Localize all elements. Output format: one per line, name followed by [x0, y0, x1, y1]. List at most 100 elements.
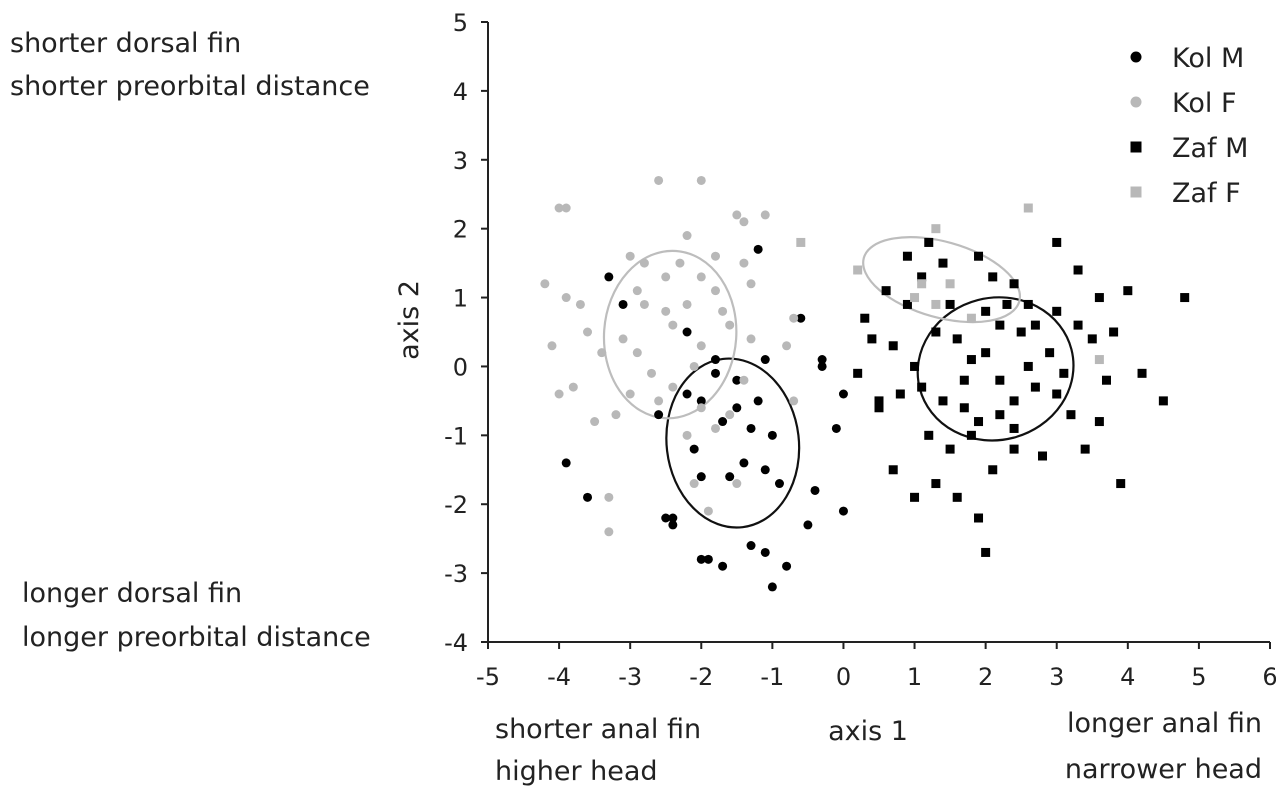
point-kol-m	[767, 430, 777, 440]
point-kol-f	[568, 382, 578, 392]
annotation-bottom-left-1: longer dorsal fin	[22, 578, 242, 609]
point-kol-f	[746, 279, 756, 289]
point-kol-m	[725, 472, 735, 482]
point-kol-m	[753, 244, 763, 254]
point-kol-f	[661, 272, 671, 282]
point-kol-f	[597, 348, 607, 358]
point-kol-m	[718, 417, 728, 427]
point-kol-m	[746, 423, 756, 433]
x-tick-label: -1	[760, 663, 784, 691]
point-kol-f	[710, 251, 720, 261]
point-kol-f	[625, 251, 635, 261]
point-kol-m	[732, 403, 742, 413]
point-kol-m	[682, 389, 692, 399]
y-tick-label: 5	[453, 9, 468, 37]
point-kol-f	[682, 299, 692, 309]
point-kol-f	[583, 327, 593, 337]
point-kol-f	[590, 417, 600, 427]
point-kol-m	[803, 520, 813, 530]
point-zaf-m	[1009, 444, 1019, 454]
x-tick-label: 4	[1120, 663, 1135, 691]
point-kol-m	[753, 396, 763, 406]
point-zaf-m	[1101, 375, 1111, 385]
annotation-bottom-right-2: narrower head	[1065, 754, 1262, 785]
point-kol-m	[746, 541, 756, 551]
point-zaf-m	[938, 258, 948, 268]
ellipse-kol-m	[665, 357, 801, 529]
point-kol-f	[782, 341, 792, 351]
point-zaf-m	[1009, 396, 1019, 406]
point-kol-f	[547, 341, 557, 351]
point-zaf-m	[924, 430, 934, 440]
point-kol-f	[739, 217, 749, 227]
point-zaf-m	[995, 410, 1005, 420]
point-zaf-m	[1002, 299, 1012, 309]
point-kol-f	[732, 210, 742, 220]
x-tick-label: 0	[836, 663, 851, 691]
point-zaf-f	[931, 299, 941, 309]
point-kol-f	[654, 175, 664, 185]
point-zaf-m	[888, 465, 898, 475]
legend-marker-zaf-m	[1130, 141, 1142, 153]
point-zaf-m	[1059, 368, 1069, 378]
annotation-bottom-right-1: longer anal fin	[1067, 708, 1262, 739]
point-kol-f	[561, 203, 571, 213]
point-kol-m	[668, 513, 678, 523]
point-zaf-m	[952, 334, 962, 344]
point-zaf-m	[1030, 382, 1040, 392]
point-kol-m	[710, 355, 720, 365]
point-zaf-m	[910, 361, 920, 371]
point-zaf-m	[959, 403, 969, 413]
point-zaf-m	[1116, 479, 1126, 489]
point-zaf-m	[860, 313, 870, 323]
legend-label-kol-m: Kol M	[1172, 43, 1244, 74]
point-kol-m	[561, 458, 571, 468]
x-tick-label: -3	[618, 663, 642, 691]
point-zaf-m	[1137, 368, 1147, 378]
y-tick-label: 3	[453, 147, 468, 175]
point-kol-m	[760, 465, 770, 475]
legend-marker-kol-m	[1130, 51, 1142, 63]
point-kol-f	[632, 348, 642, 358]
y-tick-label: -2	[444, 491, 468, 519]
point-kol-f	[618, 334, 628, 344]
point-kol-m	[732, 375, 742, 385]
point-kol-f	[739, 375, 749, 385]
point-zaf-m	[974, 513, 984, 523]
point-kol-f	[696, 175, 706, 185]
legend: Kol M Kol F Zaf M Zaf F	[1130, 43, 1248, 209]
point-kol-f	[696, 341, 706, 351]
point-zaf-m	[1180, 293, 1190, 303]
point-zaf-m	[910, 492, 920, 502]
point-zaf-m	[1066, 410, 1076, 420]
point-zaf-m	[931, 327, 941, 337]
point-kol-f	[682, 430, 692, 440]
point-kol-f	[554, 203, 564, 213]
point-kol-f	[668, 320, 678, 330]
point-kol-f	[654, 396, 664, 406]
point-zaf-m	[1052, 306, 1062, 316]
point-zaf-f	[917, 279, 927, 289]
point-zaf-m	[974, 417, 984, 427]
legend-marker-zaf-f	[1130, 186, 1142, 198]
point-kol-f	[675, 258, 685, 268]
point-kol-f	[611, 410, 621, 420]
x-tick-label: 6	[1262, 663, 1276, 691]
annotation-bottom-2: higher head	[495, 756, 658, 787]
point-kol-m	[831, 423, 841, 433]
point-kol-m	[774, 479, 784, 489]
point-kol-f	[703, 506, 713, 516]
point-zaf-m	[1094, 293, 1104, 303]
point-kol-f	[682, 231, 692, 241]
point-zaf-m	[981, 547, 991, 557]
legend-label-zaf-f: Zaf F	[1172, 178, 1241, 209]
point-zaf-f	[796, 237, 806, 247]
point-zaf-m	[1052, 237, 1062, 247]
point-zaf-m	[888, 341, 898, 351]
point-kol-f	[760, 210, 770, 220]
point-kol-f	[604, 492, 614, 502]
point-zaf-f	[853, 265, 863, 275]
legend-marker-kol-f	[1130, 96, 1142, 108]
point-zaf-m	[1073, 320, 1083, 330]
y-tick-label: 4	[453, 78, 468, 106]
